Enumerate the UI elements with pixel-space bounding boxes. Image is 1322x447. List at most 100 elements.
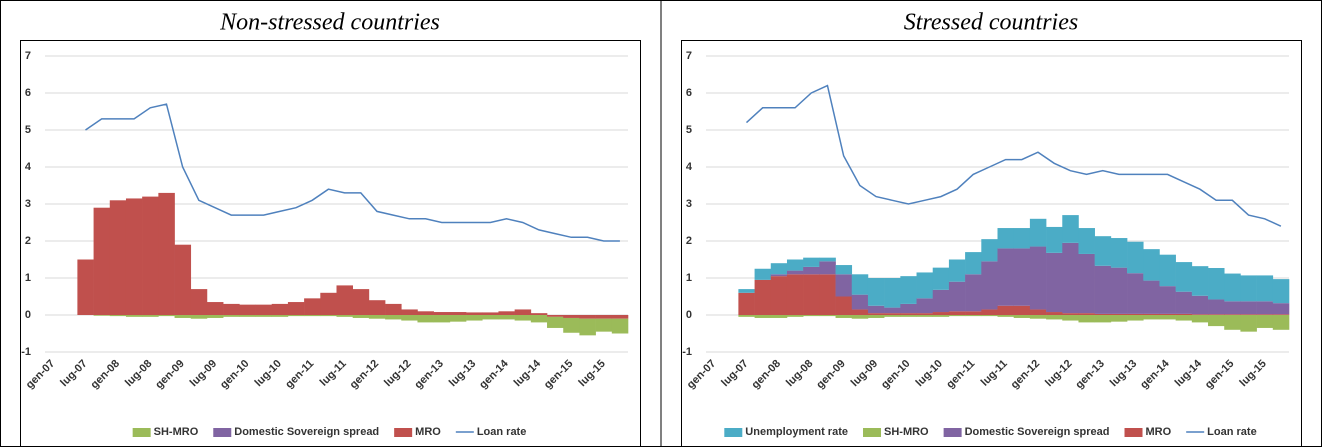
bar-segment (884, 278, 901, 308)
bar-segment (851, 274, 869, 295)
bar-segment (1127, 313, 1144, 315)
bar-segment (997, 248, 1014, 306)
bar-segment (819, 315, 836, 317)
bar-segment (611, 318, 629, 334)
bar-segment (433, 315, 451, 323)
bar-segment (1240, 315, 1257, 332)
bar-segment (803, 257, 820, 267)
bar-segment (754, 268, 772, 280)
x-tick-label: lug-14 (1173, 357, 1205, 389)
y-tick-label: 1 (25, 272, 31, 284)
bar-segment (1256, 301, 1274, 315)
bar-segment (1240, 301, 1257, 315)
bar-segment (900, 303, 917, 314)
bar-segment (770, 263, 788, 275)
bar-segment (770, 274, 788, 277)
bar-segment (1046, 315, 1063, 320)
bar-segment (1175, 291, 1193, 314)
bar-segment (1013, 228, 1031, 249)
bar-segment (1062, 315, 1079, 321)
bar-segment (916, 298, 934, 314)
y-tick-label: 4 (686, 161, 693, 173)
bar-segment (368, 300, 386, 315)
bar-segment (1062, 215, 1079, 243)
x-tick-label: lug-11 (318, 358, 349, 389)
bar-segment (754, 315, 772, 318)
bar-segment (206, 302, 224, 315)
legend-label: Loan rate (1207, 426, 1257, 438)
x-tick-label: gen-13 (412, 358, 446, 392)
bar-segment (385, 303, 402, 315)
bar-segment (786, 259, 804, 271)
x-tick-label: gen-09 (153, 358, 187, 392)
bar-segment (900, 313, 917, 315)
bar-segment (932, 312, 950, 315)
bar-segment (125, 315, 143, 317)
bar-segment (1208, 268, 1225, 300)
x-tick-label: gen-14 (477, 357, 511, 391)
bar-segment (1046, 252, 1063, 313)
bar-segment (997, 305, 1014, 315)
x-tick-label: lug-10 (914, 358, 945, 389)
legend-swatch (943, 428, 962, 437)
x-tick-label: lug-13 (1108, 358, 1139, 389)
bar-segment (255, 304, 273, 315)
x-tick-label: gen-10 (218, 358, 252, 392)
x-tick-label: lug-09 (188, 358, 219, 389)
bar-segment (336, 315, 353, 317)
bar-segment (1013, 315, 1031, 318)
bar-segment (932, 267, 950, 290)
bar-segment (1208, 314, 1225, 315)
x-tick-label: gen-12 (1009, 358, 1043, 392)
bar-segment (738, 292, 755, 315)
bar-segment (466, 312, 483, 315)
bar-segment (867, 313, 885, 315)
bar-segment (1159, 313, 1176, 315)
bar-segment (1078, 313, 1095, 315)
bar-segment (1143, 313, 1160, 315)
bar-segment (1208, 299, 1225, 315)
bar-segment (417, 315, 434, 323)
bar-segment (287, 315, 305, 317)
y-tick-label: 0 (686, 309, 692, 321)
bar-segment (1191, 295, 1209, 315)
bar-segment (1062, 242, 1079, 314)
x-tick-label: gen-08 (88, 358, 122, 392)
bar-segment (239, 315, 256, 317)
bar-segment (449, 315, 467, 322)
x-tick-label: lug-08 (123, 358, 154, 389)
legend-swatch (863, 428, 882, 437)
y-tick-label: 5 (25, 124, 31, 136)
bar-segment (786, 274, 804, 315)
y-tick-label: 6 (686, 87, 692, 99)
bar-segment (884, 307, 901, 314)
bar-segment (981, 309, 998, 315)
bar-segment (1175, 315, 1193, 321)
bar-segment (867, 315, 885, 318)
bar-segment (1256, 314, 1274, 315)
bar-segment (1272, 314, 1290, 315)
bar-segment (965, 311, 982, 315)
bar-segment (1208, 315, 1225, 327)
bar-segment (547, 316, 564, 328)
bar-segment (1143, 249, 1160, 281)
bar-segment (125, 198, 143, 315)
x-tick-label: gen-07 (685, 358, 719, 392)
x-tick-label: gen-12 (348, 358, 382, 392)
x-tick-label: gen-07 (24, 358, 58, 392)
bar-segment (271, 303, 289, 315)
title-bg (20, 10, 640, 40)
bar-segment (417, 311, 434, 315)
bar-segment (932, 315, 950, 317)
bar-segment (1224, 315, 1241, 330)
bar-segment (932, 289, 950, 313)
bar-segment (595, 315, 613, 319)
bar-segment (948, 315, 966, 317)
legend-swatch (1124, 428, 1143, 437)
bar-segment (900, 276, 917, 304)
y-tick-label: 2 (686, 235, 692, 247)
bar-segment (158, 315, 175, 317)
bar-segment (304, 315, 321, 317)
bar-segment (1159, 315, 1176, 320)
